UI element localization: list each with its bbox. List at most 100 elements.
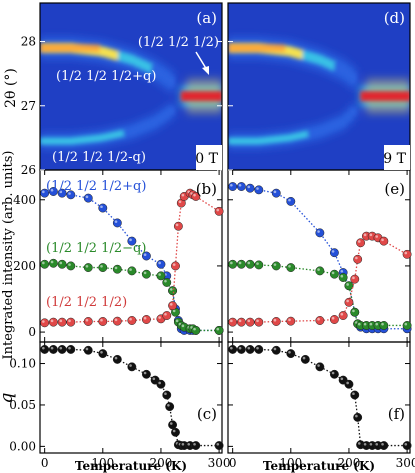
data-point-highlight [68, 346, 71, 350]
data-point-highlight [129, 238, 132, 242]
data-point [379, 236, 389, 246]
data-point [83, 345, 93, 355]
data-point [48, 317, 58, 327]
data-point [141, 315, 151, 324]
data-point-highlight [238, 261, 242, 265]
annotation-plus-q: (1/2 1/2 1/2+q) [56, 69, 156, 84]
heatmap-band [128, 127, 136, 135]
data-point [162, 390, 172, 400]
data-point [57, 259, 67, 269]
data-point-highlight [50, 319, 54, 323]
heatmap-band [206, 91, 210, 102]
legend-commensurate: (1/2 1/2 1/2) [46, 295, 127, 310]
data-point [344, 297, 354, 307]
data-point-highlight [59, 346, 63, 350]
data-point-highlight [230, 346, 233, 350]
heatmap-band [370, 91, 374, 102]
heatmap-band [218, 91, 222, 102]
data-point [83, 317, 93, 326]
field-box-d [384, 145, 410, 170]
heatmap-band [45, 137, 53, 145]
data-point-highlight [114, 356, 118, 360]
data-point [254, 317, 264, 327]
heatmap-ylabel: 2θ (°) [3, 68, 19, 108]
heatmap-band [302, 130, 309, 138]
data-point-highlight [352, 309, 355, 313]
data-point-highlight [247, 346, 251, 350]
legend-minus-q: (1/2 1/2 1/2−q) [46, 241, 146, 256]
data-point-highlight [288, 350, 291, 354]
data-point [236, 259, 246, 269]
heatmap-band [281, 134, 288, 142]
data-point-highlight [331, 371, 335, 375]
heatmap-band [360, 91, 364, 102]
data-point-highlight [158, 273, 161, 276]
data-point-highlight [193, 193, 196, 197]
heatmap-band [249, 137, 256, 145]
data-point-highlight [181, 324, 185, 328]
data-point-highlight [42, 261, 45, 265]
data-point-highlight [273, 263, 277, 266]
y-tick-label: 0.05 [9, 398, 36, 412]
heatmap-band [106, 132, 114, 140]
heatmap-band [228, 137, 235, 145]
data-point-highlight [404, 322, 408, 326]
heatmap-band [73, 136, 80, 144]
data-point-highlight [143, 316, 147, 320]
data-point-highlight [169, 288, 173, 291]
heatmap-band [197, 91, 201, 102]
data-point [214, 325, 224, 335]
data-point [168, 301, 178, 311]
data-point-highlight [158, 316, 161, 319]
heatmap-band [399, 91, 403, 102]
data-point [315, 316, 325, 325]
x-tick-label: 300 [396, 456, 415, 470]
heatmap-band [339, 118, 346, 126]
heatmap-band [145, 121, 153, 129]
data-point-highlight [340, 377, 344, 381]
q-ylabel: q [0, 392, 17, 403]
data-point-highlight [381, 442, 384, 446]
heatmap-band [140, 123, 147, 131]
data-point [228, 345, 238, 354]
data-point [245, 317, 255, 327]
data-point-highlight [238, 183, 242, 187]
heatmap-band [312, 128, 320, 136]
data-point-highlight [256, 319, 259, 323]
heatmap-ytick-label: 27 [21, 99, 36, 113]
data-point-highlight [114, 318, 118, 322]
data-point [156, 379, 166, 389]
heatmap-band [344, 68, 352, 79]
heatmap-band [101, 47, 108, 58]
heatmap-band [151, 64, 158, 75]
data-point-highlight [100, 350, 103, 354]
heatmap-band [182, 91, 186, 102]
data-point [162, 278, 172, 287]
heatmap-band [297, 132, 304, 140]
heatmap-band [291, 47, 299, 58]
data-point-highlight [178, 200, 182, 204]
x-tick-label: 0 [41, 456, 49, 470]
field-label-a: 0 T [195, 151, 218, 167]
data-point [98, 203, 108, 213]
data-point-highlight [68, 192, 71, 195]
panel-label-c: (c) [197, 405, 217, 423]
heatmap-band [339, 64, 346, 75]
heatmap-band [106, 48, 114, 59]
heatmap-band [362, 91, 366, 102]
data-point [344, 379, 354, 389]
data-point [112, 264, 122, 274]
heatmap-band [117, 51, 125, 62]
heatmap-band [192, 91, 196, 102]
heatmap-band [62, 137, 69, 145]
data-point [83, 263, 93, 273]
data-point-highlight [273, 190, 277, 194]
data-point [353, 412, 363, 422]
data-point [66, 261, 76, 271]
heatmap-band [238, 137, 245, 145]
panel-label-e: (e) [384, 180, 405, 198]
heatmap-band [374, 91, 378, 102]
heatmap-band [56, 137, 64, 145]
data-point [214, 206, 224, 216]
heatmap-band [397, 91, 401, 102]
